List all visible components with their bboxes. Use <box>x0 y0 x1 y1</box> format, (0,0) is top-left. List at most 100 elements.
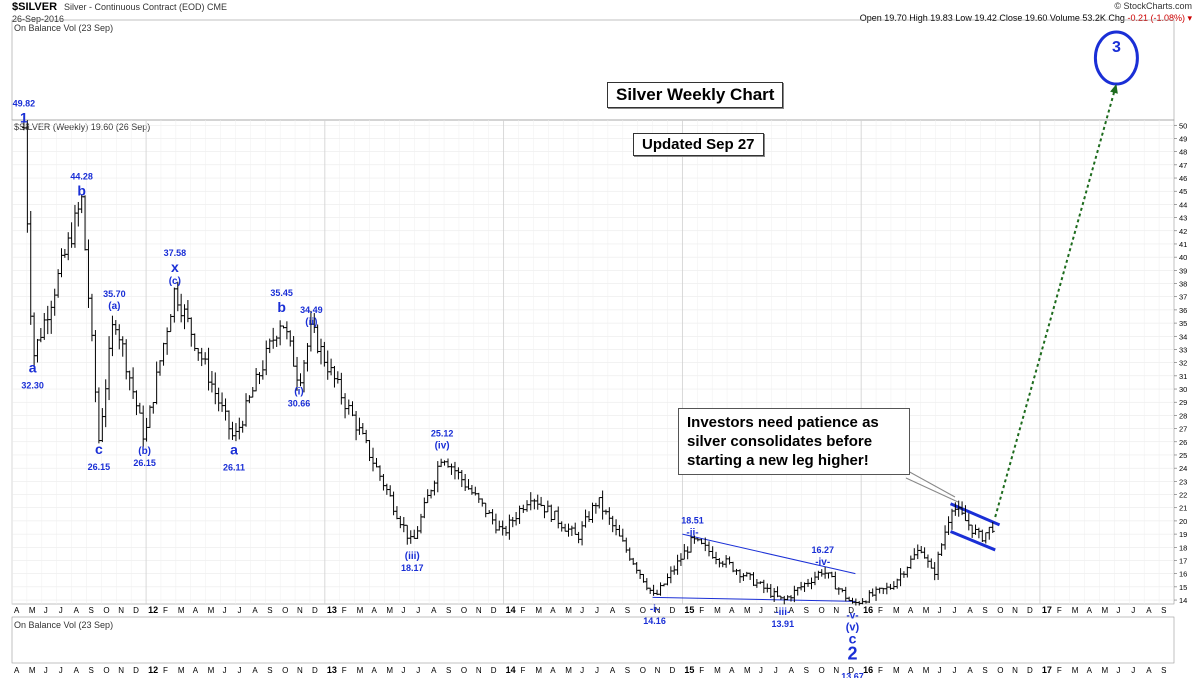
wave-wa1-line-0: a <box>29 360 37 376</box>
ohlc-bar <box>915 544 920 560</box>
x-tick-label-b-63: J <box>953 666 957 675</box>
ohlc-bar <box>731 561 736 573</box>
ohlc-bar <box>196 347 201 361</box>
ohlc-bar <box>840 588 845 593</box>
x-tick-label-b-65: S <box>982 666 987 675</box>
wave-wiv-line-0: (iv) <box>435 440 450 451</box>
ohlc-bar <box>521 504 526 513</box>
ohlc-bar <box>315 324 320 354</box>
ohlc-bar <box>706 541 711 557</box>
x-tick-label-a-1: M <box>29 606 36 615</box>
x-tick-label-a-66: O <box>997 606 1003 615</box>
y-tick-label-35: 35 <box>1179 319 1187 328</box>
y-tick-label-25: 25 <box>1179 451 1187 460</box>
x-tick-label-a-7: N <box>118 606 124 615</box>
ohlc-bar <box>442 460 447 466</box>
x-tick-label-b-76: A <box>1146 666 1152 675</box>
projection-arrowhead <box>1110 84 1118 94</box>
ohlc-bar <box>59 248 64 278</box>
x-tick-label-a-11: M <box>178 606 185 615</box>
wave-w2-line-1: (v) <box>846 621 860 633</box>
x-tick-label-a-33: 14 <box>506 605 516 615</box>
x-tick-label-a-22: F <box>342 606 347 615</box>
ohlc-bar <box>758 581 763 585</box>
x-tick-label-a-57: 16 <box>863 605 873 615</box>
updated-box: Updated Sep 27 <box>633 133 764 156</box>
x-tick-label-a-46: F <box>699 606 704 615</box>
x-tick-label-a-44: D <box>669 606 675 615</box>
watermark: © StockCharts.com <box>1114 1 1192 11</box>
ohlc-bar <box>946 516 951 536</box>
ohlc-bar <box>182 304 187 330</box>
wave-wsii-line-1: 18.51 <box>681 516 704 526</box>
ohlc-bar <box>165 327 170 355</box>
ohlc-bar <box>751 572 756 586</box>
annotation-note: Investors need patience as silver consol… <box>678 408 910 475</box>
x-tick-label-b-41: S <box>625 666 630 675</box>
ohlc-bar <box>675 554 680 575</box>
ohlc-bar <box>593 502 598 514</box>
ohlc-bar <box>405 524 410 545</box>
ohlc-bar <box>62 248 67 258</box>
y-tick-label-45: 45 <box>1179 187 1187 196</box>
ohlc-bar <box>117 324 122 350</box>
x-tick-label-b-47: M <box>714 666 721 675</box>
x-tick-label-b-23: M <box>357 666 364 675</box>
x-tick-label-a-76: A <box>1146 606 1152 615</box>
ohlc-bar <box>922 547 927 559</box>
ohlc-bar <box>319 338 324 365</box>
x-tick-label-a-39: J <box>595 606 599 615</box>
y-tick-label-49: 49 <box>1179 134 1187 143</box>
ohlc-bar <box>610 515 615 533</box>
ohlc-bar <box>483 502 488 518</box>
ohlc-bar <box>103 379 108 428</box>
price-panel-label: $SILVER (Weekly) 19.60 (26 Sep) <box>14 122 151 132</box>
x-tick-label-b-45: 15 <box>684 665 694 675</box>
ohlc-bar <box>497 520 502 531</box>
wave-wa1-line-1: 32.30 <box>21 381 44 391</box>
ohlc-bar <box>257 372 262 385</box>
y-tick-label-36: 36 <box>1179 306 1187 315</box>
wave-wa2-line-0: (a) <box>108 301 120 312</box>
x-tick-label-b-49: M <box>744 666 751 675</box>
ohlc-bar <box>137 402 142 414</box>
wave-wx-line-2: 37.58 <box>164 248 187 258</box>
ohlc-bar <box>86 239 91 308</box>
ohlc-bar <box>264 340 269 376</box>
ohlc-bar <box>583 509 588 528</box>
ohlc-bar <box>107 336 112 401</box>
ohlc-bar <box>25 120 30 233</box>
x-tick-label-a-73: M <box>1102 606 1109 615</box>
x-tick-label-b-12: A <box>193 666 199 675</box>
x-tick-label-a-35: M <box>535 606 542 615</box>
x-tick-label-b-11: M <box>178 666 185 675</box>
wave-wsiv-line-1: 16.27 <box>811 545 834 555</box>
ohlc-bar <box>240 420 245 433</box>
x-tick-label-a-0: A <box>14 606 20 615</box>
x-tick-label-a-65: S <box>982 606 987 615</box>
wave-wa3-line-0: a <box>230 441 238 457</box>
x-tick-label-b-19: N <box>297 666 303 675</box>
ohlc-bar <box>833 571 838 590</box>
x-tick-label-b-77: S <box>1161 666 1166 675</box>
x-tick-label-b-14: J <box>223 666 227 675</box>
x-tick-label-a-49: M <box>744 606 751 615</box>
wave-wb1-line-1: 44.28 <box>70 172 93 182</box>
x-tick-label-a-25: M <box>386 606 393 615</box>
x-tick-label-b-0: A <box>14 666 20 675</box>
wave-wb3-line-0: b <box>277 299 286 315</box>
ohlc-bar <box>884 582 889 595</box>
x-tick-label-a-42: O <box>640 606 646 615</box>
projection <box>905 83 1118 518</box>
ohlc-bar <box>761 579 766 594</box>
note-pointer-1 <box>905 477 959 503</box>
x-tick-label-a-17: S <box>267 606 272 615</box>
x-tick-label-a-70: F <box>1057 606 1062 615</box>
y-tick-label-33: 33 <box>1179 345 1187 354</box>
x-tick-label-a-26: J <box>401 606 405 615</box>
ohlc-bar <box>189 317 194 347</box>
ohlc-bar <box>449 463 454 475</box>
y-tick-label-23: 23 <box>1179 477 1187 486</box>
ohlc-bar <box>655 589 660 596</box>
ohlc-bar <box>233 423 238 442</box>
